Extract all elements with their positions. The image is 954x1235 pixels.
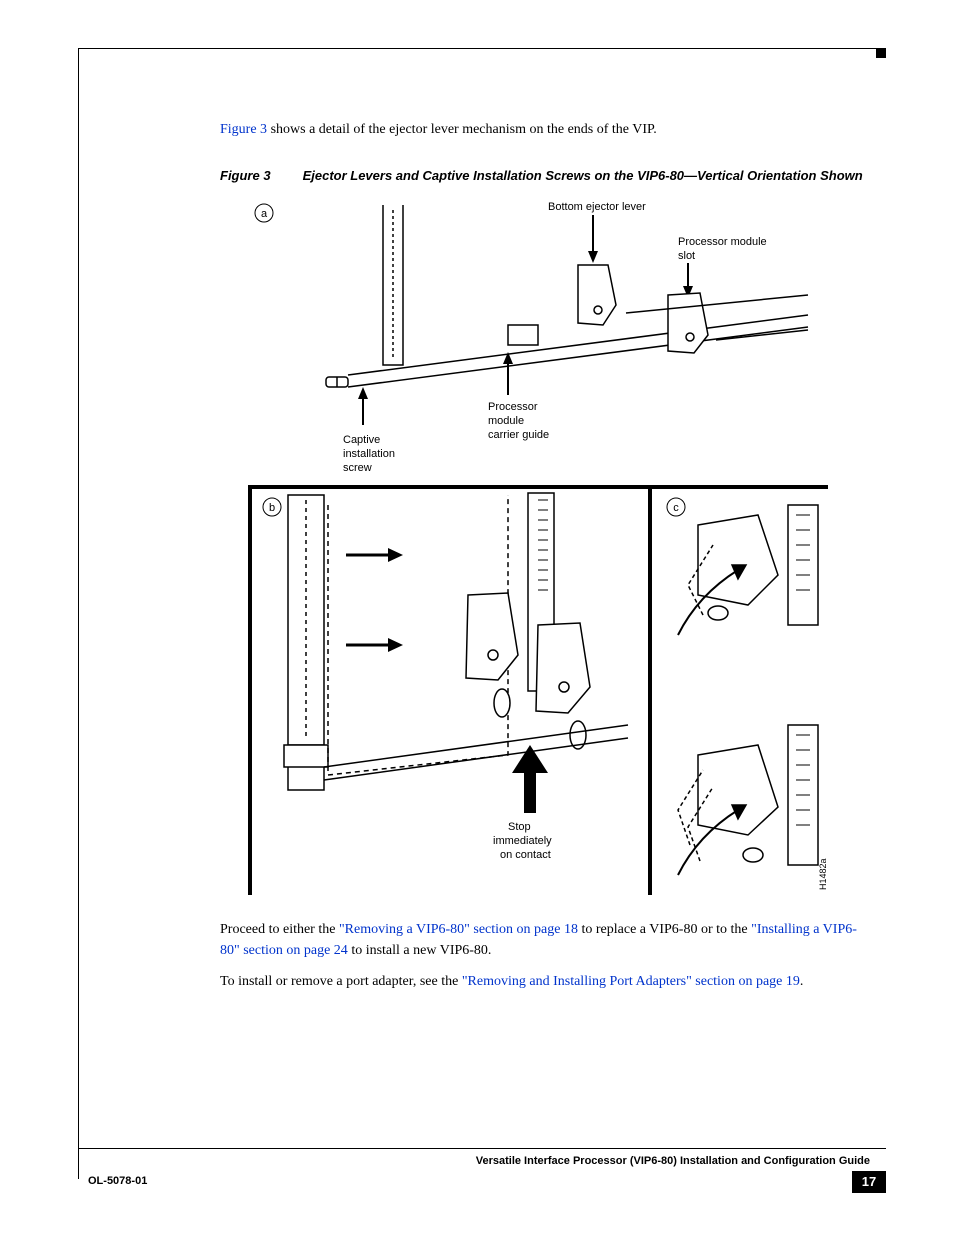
p1-t3: to install a new VIP6-80. — [348, 943, 492, 958]
p2-t2: . — [800, 974, 804, 989]
svg-text:Bottom ejector lever: Bottom ejector lever — [548, 201, 646, 213]
svg-text:Processor module: Processor module — [678, 236, 767, 248]
proceed-paragraph: Proceed to either the "Removing a VIP6-8… — [220, 919, 876, 961]
p1-t1: Proceed to either the — [220, 922, 339, 937]
svg-text:immediately: immediately — [493, 835, 552, 847]
figure-label: Figure 3 — [220, 168, 271, 183]
svg-text:carrier guide: carrier guide — [488, 429, 549, 441]
svg-text:c: c — [673, 502, 679, 514]
svg-text:a: a — [261, 208, 268, 220]
footer-guide-title: Versatile Interface Processor (VIP6-80) … — [476, 1155, 870, 1167]
p1-t2: to replace a VIP6-80 or to the — [578, 922, 751, 937]
figure-caption: Figure 3 Ejector Levers and Captive Inst… — [220, 168, 876, 183]
svg-text:Processor: Processor — [488, 401, 538, 413]
svg-text:slot: slot — [678, 250, 695, 262]
svg-text:on contact: on contact — [500, 849, 551, 861]
svg-text:Captive: Captive — [343, 434, 380, 446]
port-adapter-paragraph: To install or remove a port adapter, see… — [220, 971, 876, 992]
figure-diagram: a Bottom ejector lever Processor module … — [248, 195, 828, 895]
p2-t1: To install or remove a port adapter, see… — [220, 974, 462, 989]
intro-paragraph: Figure 3 shows a detail of the ejector l… — [220, 120, 876, 140]
content-area: Figure 3 shows a detail of the ejector l… — [220, 120, 876, 1002]
port-adapters-link[interactable]: "Removing and Installing Port Adapters" … — [462, 974, 800, 989]
svg-text:installation: installation — [343, 448, 395, 460]
svg-text:module: module — [488, 415, 524, 427]
svg-text:b: b — [269, 502, 275, 514]
svg-text:H1482a: H1482a — [818, 858, 828, 890]
corner-mark — [876, 48, 886, 58]
footer-rule — [78, 1148, 886, 1149]
removing-link[interactable]: "Removing a VIP6-80" section on page 18 — [339, 922, 578, 937]
figure-3-link[interactable]: Figure 3 — [220, 122, 267, 137]
figure-title: Ejector Levers and Captive Installation … — [303, 168, 876, 183]
intro-text: shows a detail of the ejector lever mech… — [267, 122, 657, 137]
svg-text:Stop: Stop — [508, 821, 531, 833]
page-number: 17 — [852, 1171, 886, 1193]
footer-doc-number: OL-5078-01 — [88, 1175, 147, 1187]
svg-text:screw: screw — [343, 462, 372, 474]
